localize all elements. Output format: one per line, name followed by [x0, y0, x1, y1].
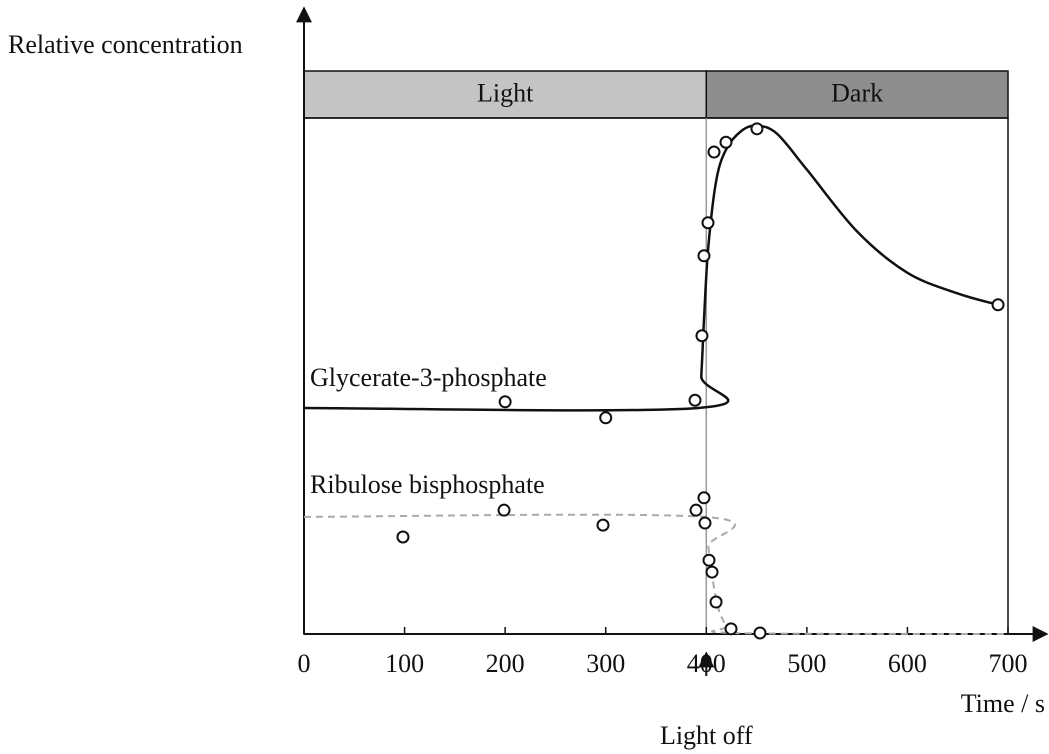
data-point — [697, 491, 711, 505]
x-tick-label: 700 — [989, 649, 1028, 678]
x-tick-label: 100 — [385, 649, 424, 678]
series-label: Ribulose bisphosphate — [310, 470, 545, 499]
data-point — [599, 411, 613, 425]
data-point — [698, 516, 712, 530]
data-point — [705, 565, 719, 579]
annotation: Light off — [660, 721, 753, 750]
band-label: Light — [477, 78, 534, 107]
x-tick-label: 0 — [298, 649, 311, 678]
y-axis-label: Relative concentration — [8, 30, 243, 59]
x-tick-label: 500 — [787, 649, 826, 678]
data-point — [709, 595, 723, 609]
data-point — [695, 329, 709, 343]
data-point — [701, 216, 715, 230]
data-point — [719, 135, 733, 149]
series-label: Glycerate-3-phosphate — [310, 363, 547, 392]
data-point — [688, 393, 702, 407]
band — [705, 70, 1009, 119]
data-point — [753, 626, 767, 640]
data-point — [689, 503, 703, 517]
data-point — [498, 395, 512, 409]
data-point — [702, 553, 716, 567]
band — [303, 70, 708, 119]
data-point — [991, 298, 1005, 312]
x-tick-label: 600 — [888, 649, 927, 678]
fit-curve — [303, 513, 1009, 635]
data-point — [497, 503, 511, 517]
x-tick-label: 300 — [586, 649, 625, 678]
data-point — [697, 249, 711, 263]
x-axis-label: Time / s — [961, 689, 1045, 718]
data-point — [707, 145, 721, 159]
band-label: Dark — [831, 78, 883, 107]
x-tick-label: 200 — [486, 649, 525, 678]
data-point — [396, 530, 410, 544]
data-point — [596, 518, 610, 532]
data-point — [724, 622, 738, 636]
data-point — [750, 122, 764, 136]
